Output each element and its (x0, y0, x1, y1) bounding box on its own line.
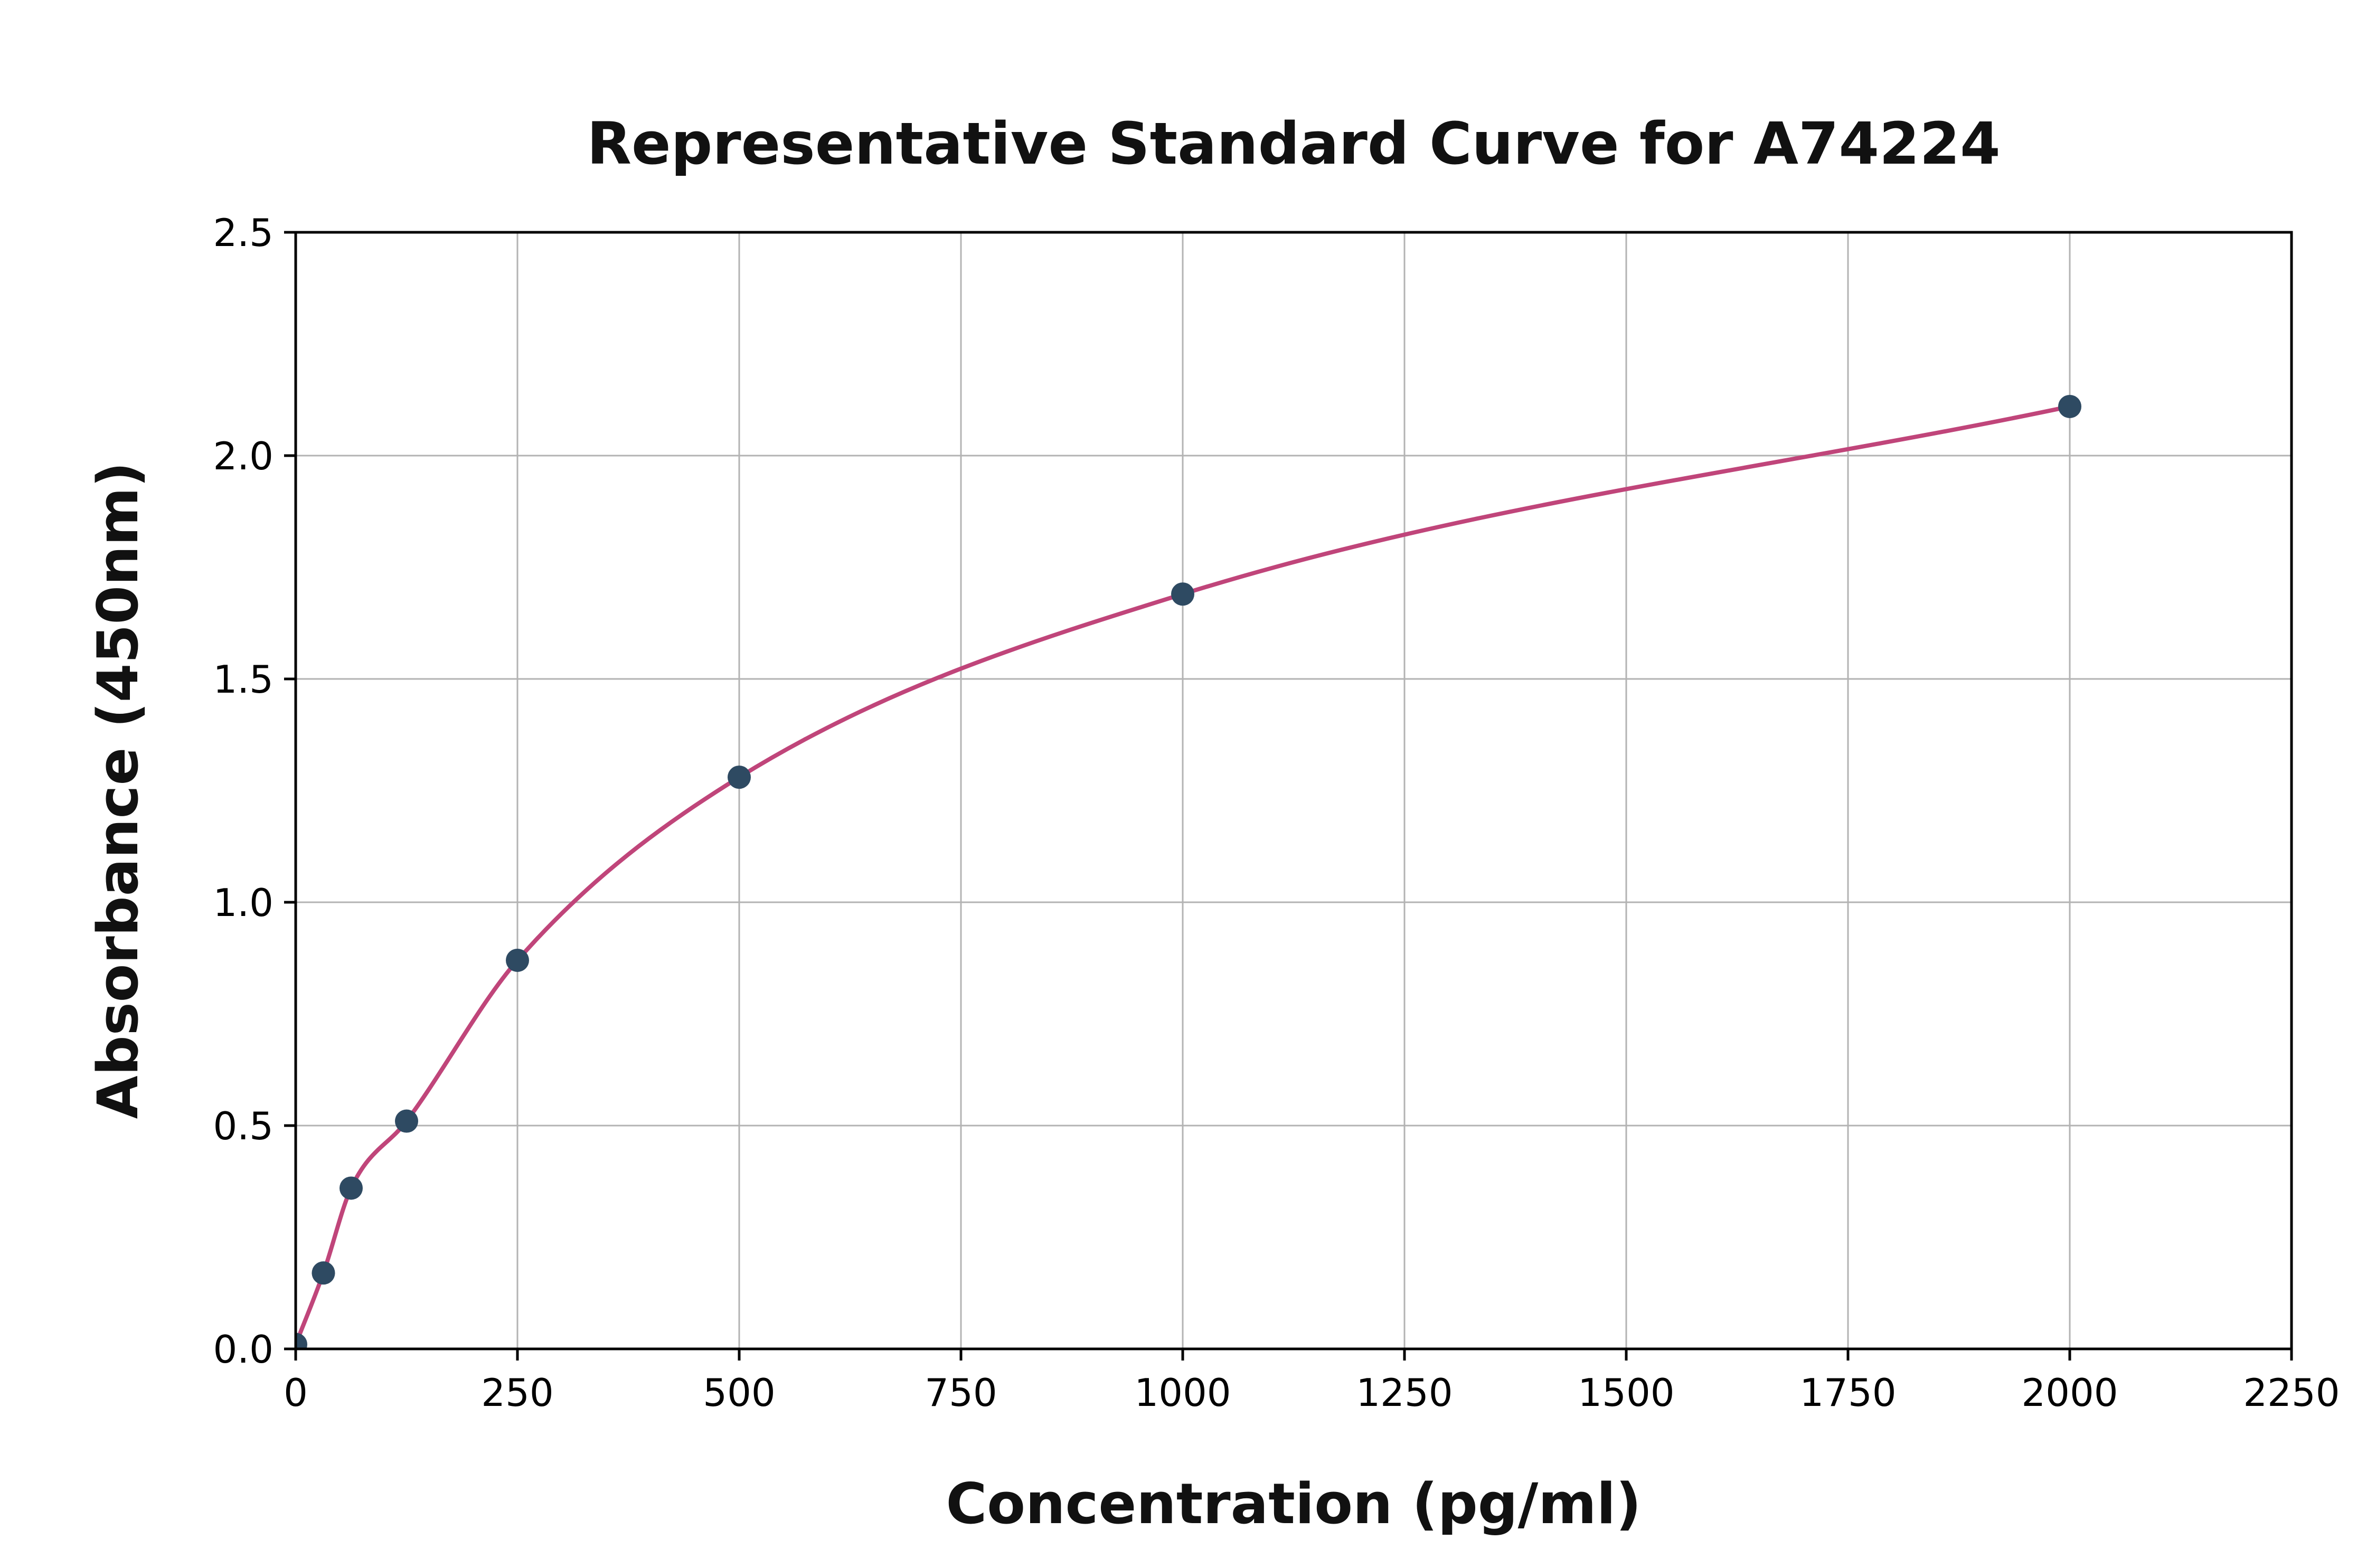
data-point (296, 1333, 307, 1349)
y-tick-label: 0.0 (213, 1327, 274, 1372)
y-tick-label: 1.0 (213, 881, 274, 925)
data-point (506, 948, 529, 972)
plot-border (294, 231, 2293, 1350)
x-tick-label: 2250 (2243, 1371, 2340, 1415)
x-axis-label: Concentration (pg/ml) (946, 1471, 1641, 1536)
data-point (728, 766, 751, 789)
grid-layer (295, 231, 2293, 1350)
y-tick-label: 2.0 (213, 434, 274, 478)
y-axis-label: Absorbance (450nm) (86, 462, 150, 1119)
axis-layer: 0 250 500 750 1000 1250 1500 1750 2000 2250 0.0 0.5… (213, 211, 2340, 1415)
y-tick-label: 0.5 (213, 1104, 274, 1148)
data-layer (296, 394, 2081, 1349)
chart-title: Representative Standard Curve for A74224 (587, 110, 2000, 177)
x-tick-label: 2000 (2021, 1371, 2118, 1415)
x-tick-label: 1250 (1356, 1371, 1453, 1415)
x-tick-label: 1750 (1799, 1371, 1896, 1415)
data-point (2058, 394, 2081, 418)
x-tick-label: 1000 (1134, 1371, 1231, 1415)
data-point (340, 1176, 363, 1200)
x-tick-label: 500 (703, 1371, 775, 1415)
x-tick-label: 1500 (1578, 1371, 1674, 1415)
data-point (1171, 582, 1194, 606)
y-tick-label: 2.5 (213, 211, 274, 255)
x-tick-label: 750 (925, 1371, 997, 1415)
x-tick-label: 250 (481, 1371, 553, 1415)
data-point (395, 1109, 418, 1133)
y-tick-label: 1.5 (213, 657, 274, 702)
data-point (312, 1261, 335, 1285)
x-tick-label: 0 (284, 1371, 308, 1415)
